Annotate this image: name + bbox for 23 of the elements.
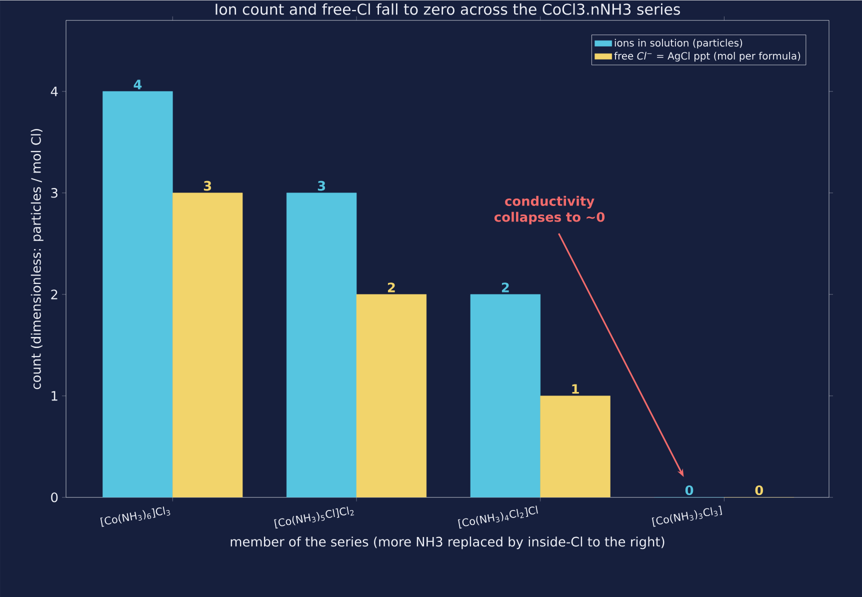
y-tick-label: 2 <box>51 289 58 300</box>
data-label: 0 <box>755 485 764 495</box>
data-label: 1 <box>572 384 579 394</box>
y-tick-label: 4 <box>50 86 58 96</box>
x-axis-title: member of the series (more NH3 replaced by inside-Cl to the right) <box>230 536 664 549</box>
data-label: 0 <box>685 485 694 495</box>
legend-label: ions in solution (particles) <box>614 38 742 48</box>
data-label: 4 <box>134 80 142 90</box>
chart-title: Ion count and free-Cl fall to zero across the CoCl3.nNH3 series <box>216 3 680 15</box>
y-tick-label: 0 <box>51 492 58 502</box>
y-tick-label: 1 <box>52 390 58 400</box>
x-tick-label: [Co(NH$_{3}$)$_{6}$]Cl$_{3}$ <box>100 506 170 527</box>
y-tick-label: 3 <box>51 188 58 198</box>
x-tick-label: [Co(NH$_{3}$)$_{3}$Cl$_{3}$] <box>652 505 722 527</box>
data-label: 2 <box>502 282 509 292</box>
annotation: conductivity collapses to ~0 <box>494 196 605 224</box>
data-label: 3 <box>318 180 326 191</box>
x-tick-label: [Co(NH$_{3}$)$_{5}$Cl]Cl$_{2}$ <box>274 506 354 528</box>
legend-label: free Cl$^{−}$ = AgCl ppt (mol per formula) <box>614 52 800 62</box>
y-axis-title: count (dimensionless: particles / mol Cl) <box>30 128 44 389</box>
x-tick-label: [Co(NH$_{3}$)$_{4}$Cl$_{2}$]Cl <box>458 505 538 528</box>
data-label: 3 <box>204 180 212 191</box>
data-label: 2 <box>388 282 395 292</box>
